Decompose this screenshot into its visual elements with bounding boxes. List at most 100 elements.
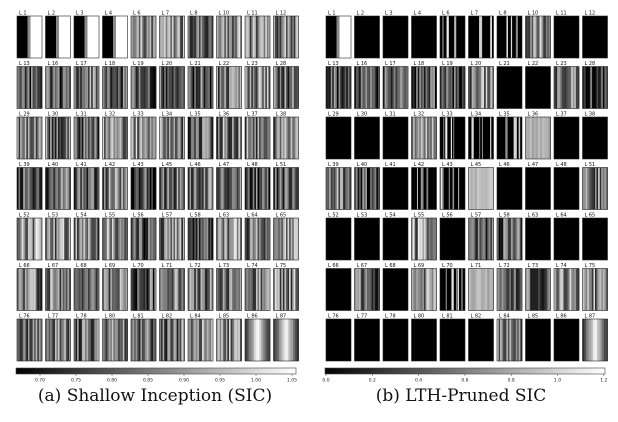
tile-image-52 xyxy=(73,268,100,311)
colorbar-tick: 1.0 xyxy=(554,378,561,384)
tile-label: L 43 xyxy=(133,162,144,168)
tile-image-21 xyxy=(45,116,71,160)
tile-label: L 23 xyxy=(556,61,567,67)
tile-label: L 41 xyxy=(385,162,396,168)
tile-image-18 xyxy=(244,66,271,109)
tile-image-53 xyxy=(411,268,437,311)
tile-image-55 xyxy=(159,268,185,311)
tile-label: L 43 xyxy=(442,162,453,168)
tile-image-50 xyxy=(16,268,43,311)
tile-label: L 30 xyxy=(357,112,368,118)
tile-label: L 55 xyxy=(414,213,425,219)
tile-label: L 69 xyxy=(105,263,116,269)
tile-image-43 xyxy=(411,217,437,261)
tile-image-36 xyxy=(496,167,523,210)
tile-image-48 xyxy=(553,217,580,261)
tile-label: L 17 xyxy=(385,61,396,67)
tile-image-5 xyxy=(468,15,494,59)
tile-image-20 xyxy=(16,116,43,160)
tile-image-59 xyxy=(582,268,608,311)
tile-image-38 xyxy=(553,167,580,210)
tile-label: L 84 xyxy=(499,314,510,320)
tile-image-25 xyxy=(468,116,494,160)
tile-label: L 56 xyxy=(133,213,144,219)
tile-label: L 84 xyxy=(190,314,201,320)
tile-label: L 54 xyxy=(76,213,87,219)
tile-image-39 xyxy=(273,167,299,210)
colorbar xyxy=(15,367,297,375)
tile-label: L 67 xyxy=(48,263,59,269)
tile-label: L 34 xyxy=(471,112,482,118)
tile-image-49 xyxy=(582,217,608,261)
tile-image-59 xyxy=(273,268,299,311)
tile-label: L 81 xyxy=(442,314,453,320)
tile-image-60 xyxy=(325,318,352,362)
tile-image-30 xyxy=(16,167,43,210)
tile-image-41 xyxy=(354,217,380,261)
tile-label: L 63 xyxy=(528,213,539,219)
tile-image-9 xyxy=(582,15,608,59)
colorbar xyxy=(324,367,606,375)
colorbar-tick: 1.2 xyxy=(600,378,607,384)
tile-image-37 xyxy=(525,167,551,210)
tile-image-15 xyxy=(468,66,494,109)
tile-label: L 18 xyxy=(414,61,425,67)
tile-image-64 xyxy=(439,318,466,362)
tile-image-31 xyxy=(45,167,71,210)
tile-label: L 29 xyxy=(328,112,339,118)
tile-label: L 81 xyxy=(133,314,144,320)
tile-label: L 39 xyxy=(19,162,30,168)
tile-image-3 xyxy=(411,15,437,59)
tile-label: L 12 xyxy=(585,11,596,17)
tile-label: L 36 xyxy=(528,112,539,118)
tile-label: L 57 xyxy=(162,213,173,219)
tile-image-6 xyxy=(496,15,523,59)
tile-image-44 xyxy=(130,217,157,261)
tile-image-12 xyxy=(382,66,409,109)
tile-label: L 34 xyxy=(162,112,173,118)
tile-label: L 53 xyxy=(357,213,368,219)
tile-label: L 6 xyxy=(133,11,141,17)
tile-label: L 7 xyxy=(471,11,479,17)
tile-label: L 29 xyxy=(19,112,30,118)
tile-label: L 78 xyxy=(76,314,87,320)
tile-image-15 xyxy=(159,66,185,109)
tile-image-57 xyxy=(216,268,242,311)
tile-label: L 11 xyxy=(247,11,258,17)
tile-label: L 20 xyxy=(471,61,482,67)
tile-label: L 47 xyxy=(219,162,230,168)
tile-label: L 87 xyxy=(585,314,596,320)
tile-image-57 xyxy=(525,268,551,311)
tile-label: L 3 xyxy=(385,11,393,17)
tile-image-25 xyxy=(159,116,185,160)
panel-sic: L 1 L 2 L 3 L 4 L 6 L 7 L 8 L 10 L 11 L 12 L 13 L 1… xyxy=(15,11,299,406)
tile-image-46 xyxy=(187,217,214,261)
tile-image-38 xyxy=(244,167,271,210)
tile-label: L 53 xyxy=(48,213,59,219)
tile-label: L 20 xyxy=(162,61,173,67)
tile-label: L 76 xyxy=(328,314,339,320)
colorbar-tick: 0.90 xyxy=(179,378,189,384)
colorbar-tick: 0.85 xyxy=(143,378,153,384)
tile-image-4 xyxy=(130,15,157,59)
tile-label: L 58 xyxy=(190,213,201,219)
tile-label: L 21 xyxy=(499,61,510,67)
tile-label: L 71 xyxy=(162,263,173,269)
tile-image-42 xyxy=(73,217,100,261)
tile-image-35 xyxy=(468,167,494,210)
tile-label: L 1 xyxy=(19,11,27,17)
tile-image-22 xyxy=(382,116,409,160)
tile-label: L 66 xyxy=(19,263,30,269)
tile-image-26 xyxy=(187,116,214,160)
tile-image-30 xyxy=(325,167,352,210)
tile-image-26 xyxy=(496,116,523,160)
tile-image-13 xyxy=(411,66,437,109)
tile-image-68 xyxy=(553,318,580,362)
tile-label: L 51 xyxy=(585,162,596,168)
tile-label: L 45 xyxy=(471,162,482,168)
colorbar-tick: 0.8 xyxy=(508,378,515,384)
tile-label: L 51 xyxy=(276,162,287,168)
tile-label: L 42 xyxy=(105,162,116,168)
tile-label: L 40 xyxy=(357,162,368,168)
tile-label: L 7 xyxy=(162,11,170,17)
